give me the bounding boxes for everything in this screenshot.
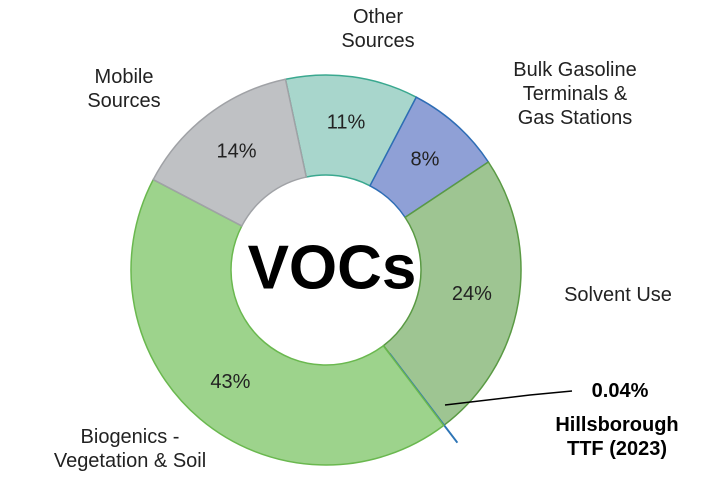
slice-label: 8% xyxy=(411,148,440,170)
leader-line xyxy=(444,390,573,406)
slice xyxy=(130,178,445,466)
category-label: Solvent Use xyxy=(564,284,672,306)
category-label: Other Sources xyxy=(341,6,415,52)
slice xyxy=(152,78,308,227)
slice-label: 43% xyxy=(210,371,250,393)
slice xyxy=(382,160,522,427)
category-label: Bulk Gasoline Terminals & Gas Stations xyxy=(513,59,637,129)
category-label: Hillsborough TTF (2023) xyxy=(555,414,679,460)
value-label: 0.04% xyxy=(591,380,649,402)
slice-label: 14% xyxy=(217,140,257,162)
category-label: Biogenics - Vegetation & Soil xyxy=(53,426,207,472)
category-label: Mobile Sources xyxy=(87,66,161,112)
slice-label: 11% xyxy=(327,112,366,134)
chart-title: VOCs xyxy=(248,233,417,302)
slice-label: 24% xyxy=(452,283,492,305)
